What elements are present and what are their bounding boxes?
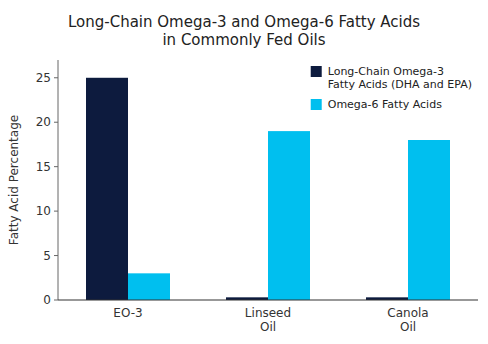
bar [268,131,310,300]
y-tick [54,300,58,301]
bar [408,140,450,300]
bar [86,78,128,300]
background [0,0,488,344]
legend-label: Omega-6 Fatty Acids [328,98,442,111]
legend: Long-Chain Omega-3Fatty Acids (DHA and E… [311,65,472,111]
y-tick-label: 15 [36,160,51,174]
x-tick-label: CanolaOil [387,306,428,334]
y-tick-label: 5 [43,249,51,263]
x-tick-label: EO-3 [113,306,142,320]
y-axis-label: Fatty Acid Percentage [7,115,21,245]
y-tick-label: 0 [43,293,51,307]
y-tick [54,166,58,167]
y-axis-line [58,60,59,300]
x-axis-line [58,299,478,300]
y-tick [54,211,58,212]
legend-label: Long-Chain Omega-3Fatty Acids (DHA and E… [328,65,472,91]
y-tick [54,122,58,123]
bar [128,273,170,300]
bars [86,78,450,300]
y-tick-label: 20 [36,115,51,129]
legend-swatch [311,99,322,110]
y-tick [54,77,58,78]
title: Long-Chain Omega-3 and Omega-6 Fatty Aci… [68,13,420,49]
chart: Long-Chain Omega-3 and Omega-6 Fatty Aci… [0,0,488,344]
y-tick-label: 25 [36,71,51,85]
y-tick-label: 10 [36,204,51,218]
y-tick [54,255,58,256]
legend-swatch [311,66,322,77]
x-tick-label: LinseedOil [245,306,291,334]
